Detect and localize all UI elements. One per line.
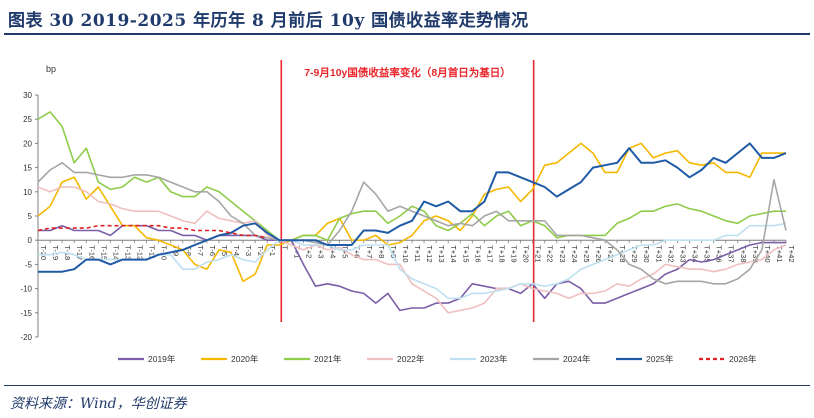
x-tick-label: T+13 [437, 245, 446, 262]
x-tick-label: T+10 [401, 245, 410, 262]
series-line [37, 186, 787, 314]
y-tick-label: 10 [23, 188, 32, 197]
series-line [37, 162, 787, 285]
x-tick-label: T-4 [232, 245, 241, 256]
x-tick-label: T+5 [341, 245, 350, 258]
legend-label: 2022年 [397, 354, 425, 364]
series-line [38, 224, 786, 312]
series-line [37, 224, 268, 239]
y-tick-label: -5 [25, 260, 33, 269]
y-tick-label: -15 [20, 309, 32, 318]
x-tick-label: T+14 [449, 245, 458, 262]
x-tick-label: T-16 [87, 245, 96, 260]
x-tick-label: T+29 [630, 245, 639, 262]
x-tick-label: T+8 [377, 245, 386, 258]
source-note: 资料来源：Wind，华创证券 [10, 396, 187, 412]
y-tick-label: 5 [28, 212, 33, 221]
x-tick-label: T+27 [606, 245, 615, 262]
x-tick-label: T-2 [256, 245, 265, 256]
x-tick-label: T-20 [39, 245, 48, 260]
y-tick-label: -10 [20, 285, 32, 294]
x-tick-label: T [280, 245, 289, 250]
x-tick-label: T+21 [534, 245, 543, 262]
x-tick-label: T+9 [389, 245, 398, 258]
series-line [37, 111, 786, 241]
x-tick-label: T+25 [582, 245, 591, 262]
y-tick-label: 25 [23, 115, 32, 124]
x-tick-label: T-3 [244, 245, 253, 256]
y-axis-unit-label: bp [46, 64, 56, 74]
x-tick-label: T+30 [642, 245, 651, 262]
x-tick-label: T-1 [268, 245, 277, 256]
x-tick-label: T+3 [316, 245, 325, 258]
x-tick-label: T+20 [522, 245, 531, 262]
legend-label: 2023年 [480, 354, 508, 364]
x-tick-label: T+31 [654, 245, 663, 262]
x-tick-label: T+39 [751, 245, 760, 262]
x-tick-label: T+37 [727, 245, 736, 262]
x-axis: T-20 T-19 T-18 T-17 T-16 T-15 T-14 T-13 T-12 T-11… [37, 239, 796, 263]
title-divider [4, 33, 810, 35]
x-tick-label: T+6 [353, 245, 362, 258]
x-tick-label: T+24 [570, 245, 579, 262]
x-tick-label: T+22 [546, 245, 555, 262]
x-tick-label: T-17 [75, 245, 84, 260]
x-tick-label: T+35 [703, 245, 712, 262]
x-tick-label: T-12 [136, 245, 145, 260]
y-tick-label: 0 [28, 236, 33, 245]
y-axis: -20 -15 -10 -5 0 5 10 15 20 25 30 bp [20, 64, 56, 342]
x-tick-label: T+7 [365, 245, 374, 258]
x-tick-label: T+15 [461, 245, 470, 262]
x-tick-label: T+40 [763, 245, 772, 262]
x-tick-label: T+4 [329, 245, 338, 258]
x-tick-label: T+38 [739, 245, 748, 262]
x-tick-label: T+18 [497, 245, 506, 262]
chart-title: 图表 30 2019-2025 年历年 8 月前后 10y 国债收益率走势情况 [8, 11, 529, 31]
legend-label: 2025年 [646, 354, 674, 364]
x-tick-label: T+42 [787, 245, 796, 262]
y-tick-label: 20 [23, 139, 32, 148]
x-tick-label: T+2 [304, 245, 313, 258]
series-layer [37, 111, 787, 314]
legend-label: 2019年 [148, 354, 176, 364]
legend-label: 2026年 [729, 354, 757, 364]
x-tick-label: T-14 [111, 245, 120, 260]
x-tick-label: T+34 [690, 245, 699, 262]
legend: 2019年 2020年 2021年 2022年 2023年 2024年 2025年 2026年 [118, 354, 757, 364]
y-tick-label: -20 [20, 333, 32, 342]
source-divider [4, 385, 810, 386]
x-tick-label: T+41 [775, 245, 784, 262]
x-tick-label: T-13 [123, 245, 132, 260]
x-tick-label: T+16 [473, 245, 482, 262]
x-tick-label: T+36 [715, 245, 724, 262]
x-tick-label: T+17 [485, 245, 494, 262]
legend-label: 2021年 [314, 354, 342, 364]
x-tick-label: T+23 [558, 245, 567, 262]
x-tick-label: T+12 [425, 245, 434, 262]
x-tick-label: T+19 [510, 245, 519, 262]
x-tick-label: T-8 [184, 245, 193, 256]
x-tick-label: T-15 [99, 245, 108, 260]
x-tick-label: T+11 [413, 245, 422, 262]
x-tick-label: T-6 [208, 245, 217, 256]
y-tick-label: 30 [23, 91, 32, 100]
x-tick-label: T+28 [618, 245, 627, 262]
series-line [38, 142, 787, 273]
annotation: 7-9月10y国债收益率变化（8月首日为基日） [280, 60, 535, 322]
legend-label: 2020年 [231, 354, 259, 364]
x-tick-label: T-11 [148, 245, 157, 259]
x-tick-label: T+33 [678, 245, 687, 262]
x-tick-label: T-7 [196, 245, 205, 256]
x-tick-label: T+32 [666, 245, 675, 262]
annotation-label: 7-9月10y国债收益率变化（8月首日为基日） [304, 66, 511, 79]
y-tick-label: 15 [23, 164, 32, 173]
x-tick-label: T-19 [51, 245, 60, 260]
legend-label: 2024年 [563, 354, 591, 364]
x-tick-label: T+26 [594, 245, 603, 262]
series-line [37, 142, 786, 283]
